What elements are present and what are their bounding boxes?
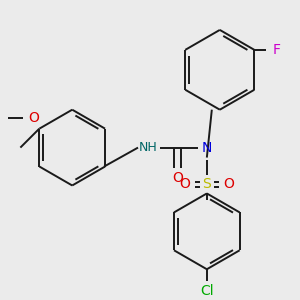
Text: O: O	[223, 178, 234, 191]
Text: Cl: Cl	[200, 284, 214, 298]
Text: N: N	[202, 141, 212, 154]
Text: NH: NH	[139, 141, 158, 154]
Text: F: F	[272, 43, 280, 57]
Text: O: O	[172, 170, 183, 184]
Text: S: S	[202, 178, 211, 191]
Text: O: O	[28, 111, 39, 125]
Text: O: O	[179, 178, 190, 191]
